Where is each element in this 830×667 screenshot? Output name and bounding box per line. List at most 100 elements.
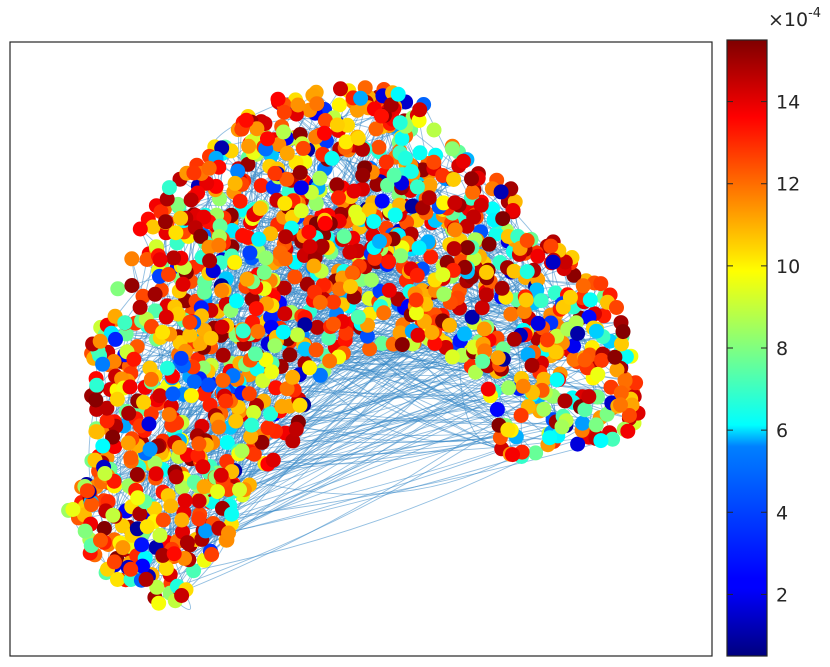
graph-node (115, 540, 131, 556)
graph-node (241, 386, 257, 402)
graph-node (168, 469, 184, 485)
graph-node (285, 369, 301, 385)
graph-node (524, 357, 540, 373)
graph-node (214, 283, 230, 299)
graph-node (409, 267, 425, 283)
graph-node (317, 215, 333, 231)
graph-node (410, 327, 426, 343)
graph-node (446, 172, 462, 187)
graph-node (242, 245, 258, 261)
graph-node (276, 124, 291, 140)
graph-node (343, 279, 358, 295)
graph-node (270, 91, 286, 107)
graph-node (411, 240, 427, 256)
graph-edge (198, 438, 613, 520)
graph-node (171, 440, 187, 455)
graph-node (124, 278, 140, 293)
graph-node (193, 228, 209, 244)
graph-node (179, 535, 195, 551)
graph-node (263, 226, 278, 242)
graph-edge (242, 186, 418, 236)
graph-node (161, 180, 177, 196)
graph-node (177, 493, 193, 509)
graph-node (476, 321, 492, 337)
graph-node (200, 377, 216, 393)
graph-node (530, 315, 546, 331)
graph-node (152, 527, 168, 543)
graph-node (211, 237, 227, 253)
graph-node (130, 490, 146, 506)
graph-node (455, 153, 471, 169)
graph-node (317, 113, 333, 128)
graph-node (183, 192, 199, 208)
graph-node (326, 294, 341, 310)
graph-node (196, 209, 212, 225)
graph-node (593, 276, 609, 292)
graph-node (495, 211, 511, 227)
graph-node (276, 280, 292, 296)
graph-node (519, 264, 535, 280)
graph-node (381, 254, 397, 270)
graph-node (210, 484, 225, 500)
graph-node (376, 305, 392, 321)
graph-node (570, 326, 586, 341)
graph-node (204, 547, 220, 562)
graph-node (475, 353, 491, 369)
graph-node (275, 324, 291, 340)
graph-node (500, 422, 516, 438)
graph-node (536, 401, 552, 417)
graph-node (322, 353, 338, 369)
graph-node (149, 579, 165, 595)
graph-node (232, 482, 247, 498)
graph-node (621, 408, 637, 423)
graph-node (324, 150, 340, 166)
graph-node (459, 240, 475, 256)
graph-node (355, 167, 371, 183)
graph-node (590, 366, 606, 382)
graph-node (312, 367, 328, 383)
graph-node (174, 588, 190, 603)
graph-node (581, 389, 597, 405)
graph-node (123, 561, 139, 577)
graph-node (288, 421, 304, 437)
graph-node (368, 121, 384, 137)
graph-node (142, 441, 158, 457)
graph-node (183, 388, 199, 404)
graph-node (92, 333, 108, 349)
graph-node (215, 372, 231, 388)
graph-node (173, 350, 189, 366)
graph-node (593, 433, 609, 449)
graph-node (575, 278, 591, 294)
graph-node (158, 560, 174, 576)
graph-node (374, 108, 389, 124)
graph-node (364, 272, 379, 288)
graph-node (163, 498, 179, 514)
graph-node (238, 112, 254, 128)
colorbar-tick-label: 10 (776, 256, 800, 278)
graph-node (577, 352, 593, 368)
graph-node (620, 423, 636, 439)
graph-node (478, 287, 494, 303)
graph-node (229, 293, 244, 309)
graph-node (158, 309, 174, 325)
graph-node (77, 523, 93, 539)
colorbar-tick-label: 4 (776, 502, 788, 524)
graph-node (293, 203, 309, 219)
graph-node (227, 175, 243, 191)
graph-node (577, 402, 593, 418)
graph-node (392, 325, 408, 341)
graph-node (409, 179, 425, 195)
graph-node (182, 327, 198, 343)
graph-node (547, 285, 563, 301)
graph-node (474, 300, 490, 316)
graph-node (308, 342, 324, 358)
graph-node (122, 379, 138, 395)
graph-node (123, 450, 139, 466)
graph-node (290, 97, 306, 113)
graph-node (366, 214, 382, 229)
graph-edge (72, 313, 595, 510)
graph-node (247, 346, 263, 362)
graph-node (302, 360, 317, 376)
graph-node (309, 319, 325, 335)
